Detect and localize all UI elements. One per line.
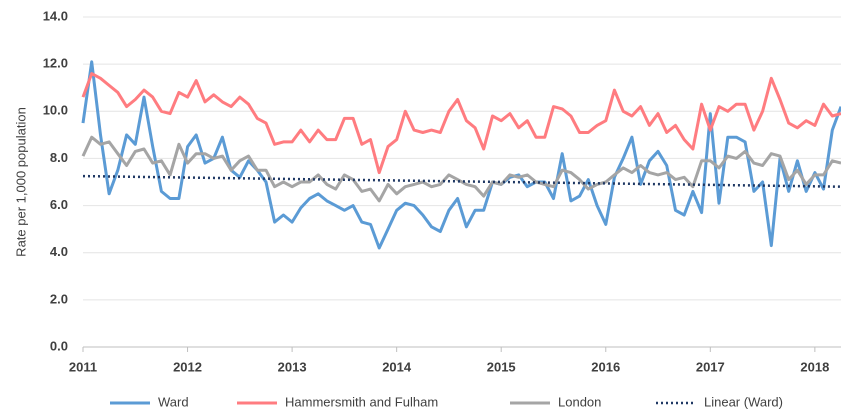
x-tick-label: 2018 <box>800 359 829 374</box>
legend-label: London <box>558 394 601 409</box>
x-tick-label: 2014 <box>382 359 412 374</box>
y-axis-label: Rate per 1,000 population <box>13 107 28 257</box>
y-tick-label: 0.0 <box>50 338 68 353</box>
y-tick-label: 4.0 <box>50 244 68 259</box>
y-tick-label: 12.0 <box>43 56 68 71</box>
x-tick-label: 2017 <box>696 359 725 374</box>
series-line <box>81 60 841 250</box>
legend-label: Ward <box>158 394 189 409</box>
y-tick-label: 2.0 <box>50 291 68 306</box>
x-tick-label: 2016 <box>591 359 620 374</box>
x-tick-label: 2015 <box>487 359 516 374</box>
legend-label: Hammersmith and Fulham <box>285 394 438 409</box>
y-tick-label: 8.0 <box>50 150 68 165</box>
legend-label: Linear (Ward) <box>704 394 783 409</box>
x-tick-label: 2012 <box>173 359 202 374</box>
series-line <box>81 135 841 203</box>
x-tick-label: 2011 <box>69 359 97 374</box>
trend-line <box>82 174 841 188</box>
y-tick-label: 10.0 <box>43 103 68 118</box>
y-tick-label: 6.0 <box>50 197 68 212</box>
y-tick-label: 14.0 <box>43 8 68 23</box>
x-tick-label: 2013 <box>278 359 307 374</box>
series-line <box>81 72 841 175</box>
